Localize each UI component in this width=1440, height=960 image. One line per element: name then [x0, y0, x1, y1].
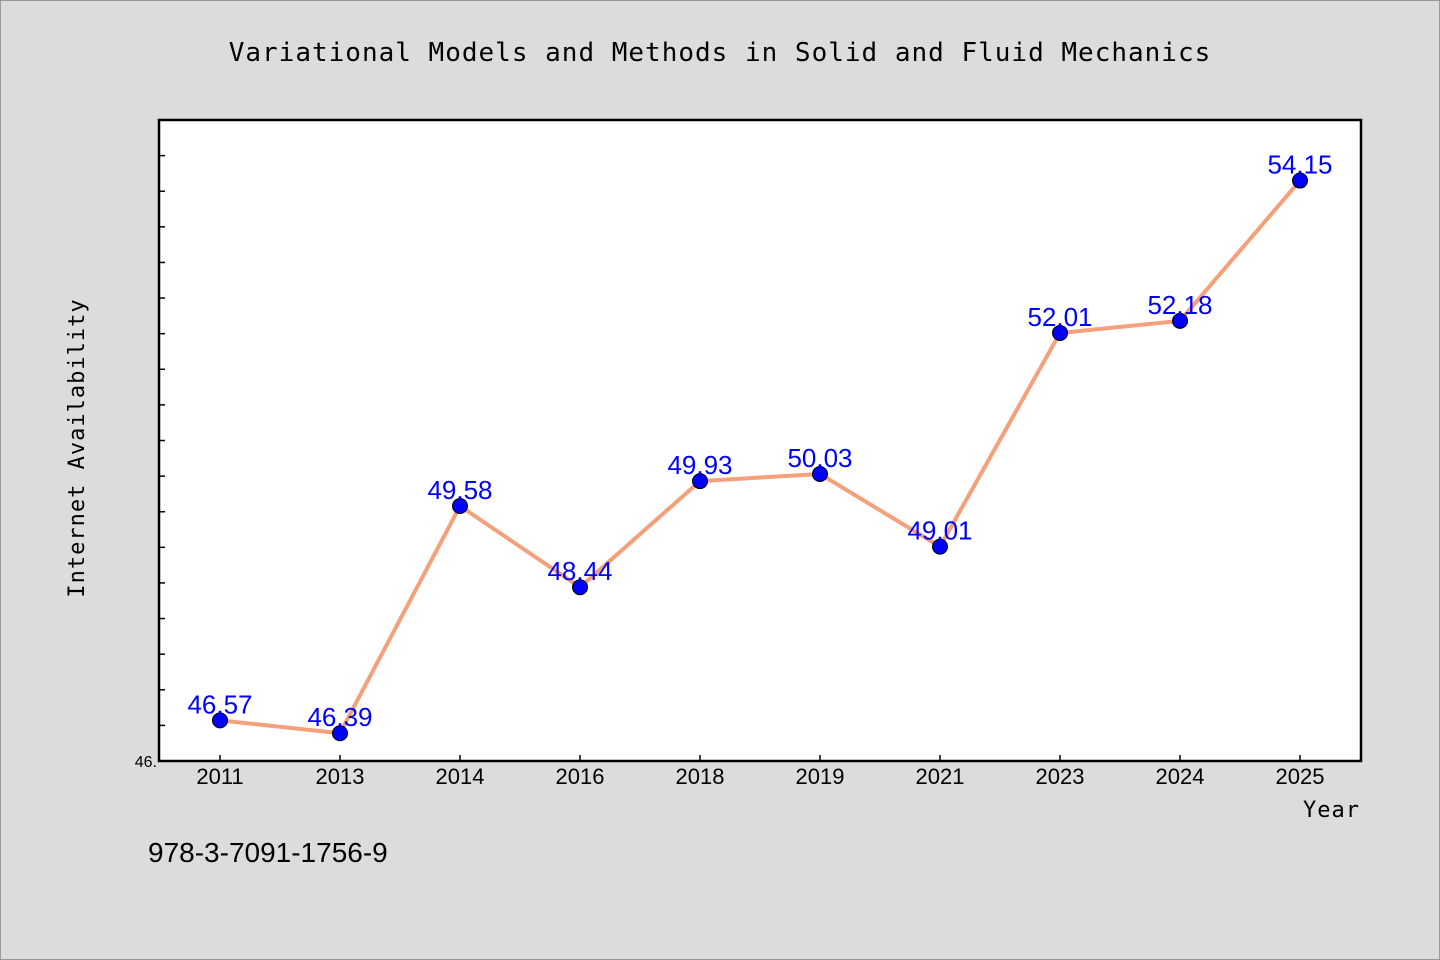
data-label: 50.03: [787, 443, 852, 473]
data-point: [332, 725, 348, 742]
plot-frame: [157, 118, 1363, 763]
x-axis-ticks: 2011 2013 2014 2016 2018 2019 2021 2023 2024 2025: [196, 755, 1324, 789]
data-label: 49.58: [427, 475, 492, 505]
data-point: [1292, 172, 1308, 189]
x-tick-label: 2024: [1156, 764, 1205, 789]
chart-title: Variational Models and Methods in Solid …: [229, 38, 1212, 68]
x-tick-label: 2021: [916, 764, 965, 789]
data-label: 46.39: [307, 702, 372, 732]
data-label: 54.15: [1267, 150, 1332, 180]
data-point: [692, 473, 708, 490]
data-point: [452, 498, 468, 515]
data-point: [1172, 312, 1188, 329]
data-label: 52.01: [1027, 302, 1092, 332]
x-tick-label: 2014: [436, 764, 485, 789]
data-labels: 46.57 46.39 49.58 48.44 49.93 50.03 49.01 52.01…: [187, 150, 1332, 733]
x-tick-label: 2018: [676, 764, 725, 789]
plot-area: [159, 120, 1361, 761]
series-markers: [212, 172, 1308, 742]
data-label: 48.44: [547, 556, 612, 586]
isbn-text: 978-3-7091-1756-9: [148, 837, 388, 868]
data-point: [1052, 324, 1068, 341]
x-tick-label: 2019: [796, 764, 845, 789]
x-axis-label: Year: [1303, 798, 1360, 823]
data-label: 49.01: [907, 516, 972, 546]
x-tick-label: 2023: [1036, 764, 1085, 789]
data-label: 52.18: [1147, 290, 1212, 320]
y-axis-label: Internet Availability: [65, 298, 90, 597]
data-point: [812, 465, 828, 482]
series-line: [218, 178, 1302, 736]
data-point: [932, 538, 948, 555]
x-tick-label: 2016: [556, 764, 605, 789]
data-label: 49.93: [667, 450, 732, 480]
data-point: [572, 579, 588, 596]
data-point: [212, 712, 228, 729]
x-tick-label: 2013: [316, 764, 365, 789]
y-tick-label: 46.: [135, 754, 157, 771]
data-label: 46.57: [187, 689, 252, 719]
x-tick-label: 2025: [1276, 764, 1325, 789]
x-tick-label: 2011: [196, 764, 243, 789]
